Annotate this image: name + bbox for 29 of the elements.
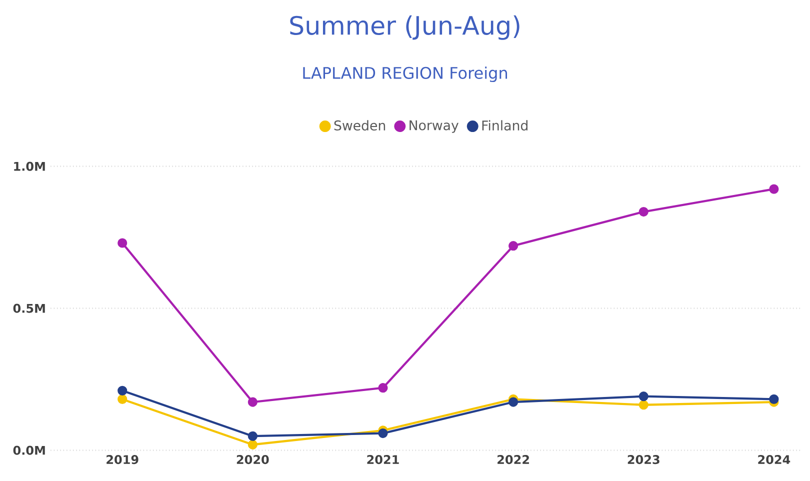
x-tick-label: 2020 (236, 455, 269, 464)
point (248, 431, 258, 441)
point (248, 440, 258, 450)
x-tick-label: 2023 (628, 455, 660, 464)
chart-title: Summer (Jun-Aug) (290, 15, 520, 40)
x-tick-label: 2024 (758, 455, 790, 464)
point (378, 383, 388, 393)
point (118, 394, 128, 404)
x-tick-label: 2021 (367, 455, 399, 464)
legend-label: Finland (482, 120, 528, 131)
point (769, 184, 779, 194)
point (638, 206, 648, 217)
point (118, 238, 128, 248)
y-tick-label: 0.0M (13, 446, 45, 455)
point (378, 428, 388, 438)
point (508, 397, 518, 407)
y-tick-label: 0.5M (13, 304, 45, 313)
point (769, 394, 779, 404)
x-tick-label: 2019 (106, 455, 138, 464)
point (638, 392, 648, 402)
chart-subtitle: LAPLAND REGION Foreign (303, 66, 508, 82)
x-tick-label: 2022 (498, 455, 529, 464)
point (508, 241, 518, 251)
y-tick-label: 1.0M (14, 162, 45, 171)
point (248, 397, 258, 407)
point (638, 400, 648, 410)
point (118, 386, 128, 396)
legend-label: Sweden (334, 120, 386, 131)
legend-label: Norway (410, 120, 458, 133)
